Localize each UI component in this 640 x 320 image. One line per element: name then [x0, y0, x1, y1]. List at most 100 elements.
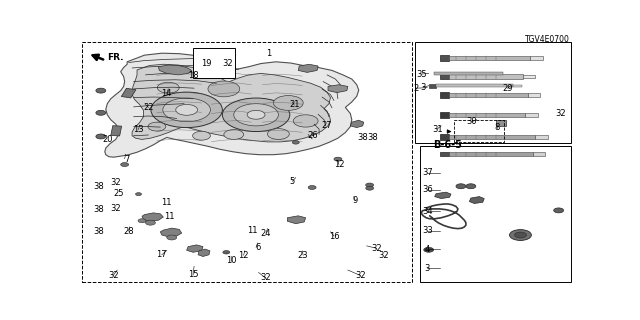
- Text: 18: 18: [188, 71, 198, 80]
- Circle shape: [157, 82, 179, 93]
- Bar: [535, 135, 548, 139]
- Circle shape: [208, 81, 240, 97]
- Circle shape: [176, 104, 198, 115]
- Text: B-6-5: B-6-5: [433, 140, 462, 150]
- Text: 37: 37: [422, 168, 433, 177]
- Circle shape: [223, 251, 230, 254]
- Bar: [440, 92, 449, 98]
- Bar: [449, 135, 535, 139]
- Polygon shape: [469, 196, 484, 204]
- Circle shape: [96, 88, 106, 93]
- Bar: [440, 74, 449, 79]
- Polygon shape: [187, 245, 203, 252]
- Circle shape: [365, 186, 374, 190]
- Text: 24: 24: [260, 228, 271, 237]
- Circle shape: [193, 131, 211, 140]
- Circle shape: [234, 104, 278, 126]
- Bar: [449, 56, 531, 60]
- Polygon shape: [142, 213, 163, 221]
- Bar: [449, 152, 533, 156]
- Text: 32: 32: [355, 271, 365, 280]
- Circle shape: [224, 130, 244, 140]
- Polygon shape: [287, 216, 306, 224]
- Text: 32: 32: [110, 178, 121, 187]
- Text: 7: 7: [124, 155, 129, 164]
- Text: 8: 8: [494, 123, 499, 132]
- Bar: [420, 146, 571, 282]
- Text: 32: 32: [555, 109, 566, 118]
- Circle shape: [96, 134, 106, 139]
- Bar: [495, 120, 506, 126]
- Bar: [525, 113, 538, 116]
- Circle shape: [554, 208, 564, 213]
- Circle shape: [222, 98, 290, 132]
- Bar: [531, 56, 543, 60]
- Text: 36: 36: [422, 185, 433, 195]
- Polygon shape: [198, 249, 210, 256]
- Text: 32: 32: [110, 204, 121, 213]
- Text: 5: 5: [290, 177, 295, 186]
- Circle shape: [509, 230, 531, 240]
- Text: 11: 11: [161, 198, 172, 207]
- Bar: [513, 85, 522, 87]
- Text: 26: 26: [308, 131, 319, 140]
- Text: 28: 28: [124, 227, 134, 236]
- Circle shape: [268, 129, 289, 140]
- Text: 13: 13: [133, 125, 144, 134]
- Bar: [440, 152, 449, 156]
- Bar: [193, 48, 236, 78]
- Circle shape: [424, 247, 434, 252]
- Text: TGV4E0700: TGV4E0700: [525, 35, 570, 44]
- Text: 30: 30: [467, 117, 477, 126]
- Text: 29: 29: [502, 84, 513, 93]
- Circle shape: [334, 157, 342, 161]
- Text: 20: 20: [102, 135, 113, 144]
- Text: 14: 14: [161, 89, 172, 98]
- Circle shape: [308, 186, 316, 189]
- Bar: [528, 93, 540, 97]
- Circle shape: [96, 110, 106, 115]
- Text: 15: 15: [188, 270, 198, 279]
- Text: 32: 32: [378, 251, 389, 260]
- Bar: [415, 42, 571, 143]
- Text: 34: 34: [422, 207, 433, 216]
- Text: 32: 32: [108, 271, 118, 280]
- Circle shape: [247, 110, 265, 119]
- Bar: [449, 93, 528, 97]
- Text: FR.: FR.: [108, 53, 124, 62]
- Bar: [434, 72, 503, 75]
- Text: 19: 19: [201, 59, 212, 68]
- Text: 33: 33: [422, 226, 433, 235]
- Circle shape: [292, 141, 300, 144]
- Circle shape: [151, 92, 222, 128]
- Text: 3: 3: [424, 264, 430, 273]
- Circle shape: [145, 220, 156, 225]
- Text: 31: 31: [432, 124, 442, 133]
- Bar: [440, 112, 449, 118]
- Polygon shape: [105, 53, 359, 157]
- Text: 6: 6: [255, 243, 260, 252]
- Circle shape: [136, 193, 141, 196]
- Bar: [83, 42, 412, 282]
- Text: 38: 38: [93, 205, 104, 214]
- Circle shape: [365, 183, 374, 187]
- Text: 32: 32: [260, 273, 271, 283]
- Bar: [454, 120, 504, 142]
- Text: 9: 9: [353, 196, 358, 205]
- Text: 4: 4: [424, 244, 430, 253]
- Bar: [533, 153, 545, 156]
- Polygon shape: [328, 85, 348, 92]
- Text: 16: 16: [328, 231, 339, 241]
- Text: 38: 38: [93, 182, 104, 191]
- Polygon shape: [132, 64, 330, 142]
- Text: 10: 10: [226, 256, 237, 265]
- Bar: [440, 55, 449, 61]
- Text: 38: 38: [93, 227, 104, 236]
- Bar: [449, 74, 523, 79]
- Circle shape: [515, 232, 527, 238]
- Text: 27: 27: [322, 121, 332, 130]
- Text: 25: 25: [113, 188, 124, 198]
- Polygon shape: [435, 192, 451, 198]
- Bar: [449, 113, 525, 117]
- Text: 21: 21: [289, 100, 300, 109]
